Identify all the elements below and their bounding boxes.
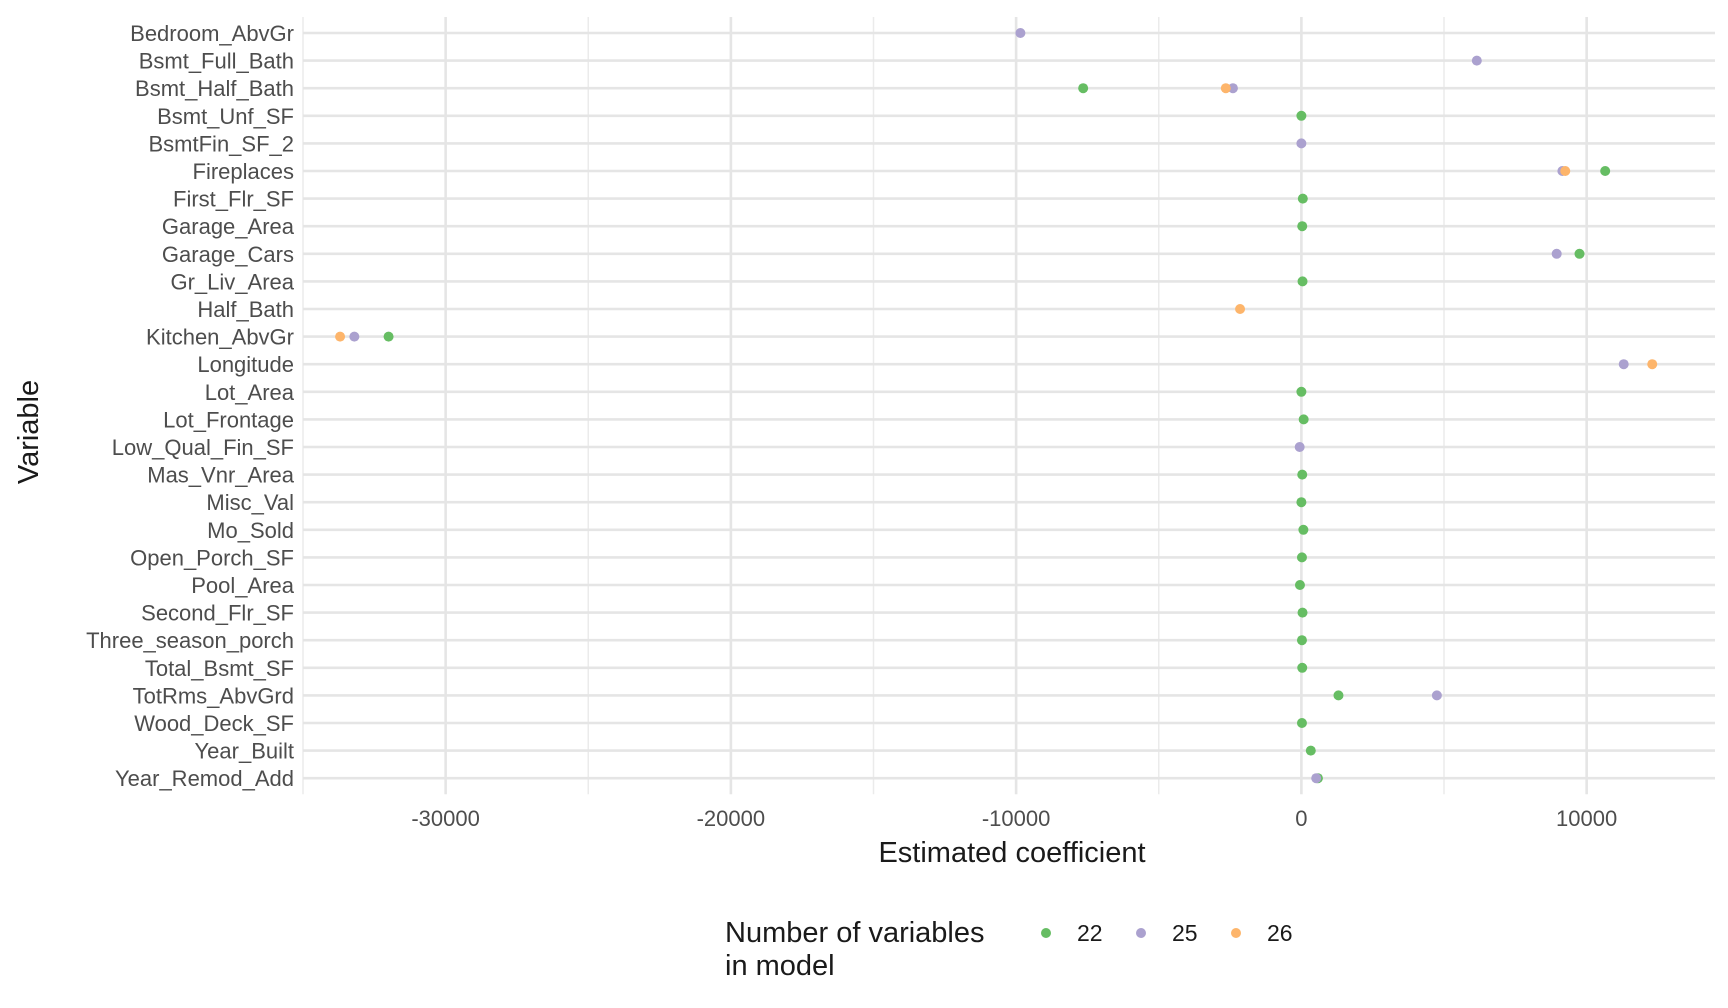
data-point-series-25	[1227, 83, 1238, 94]
data-point-series-25	[1431, 690, 1442, 701]
y-tick-label: Bsmt_Full_Bath	[139, 49, 294, 74]
legend-key-25	[1136, 928, 1146, 938]
data-point-series-26	[1560, 166, 1571, 176]
data-point-series-26	[1220, 83, 1231, 94]
y-tick-label: Garage_Cars	[162, 242, 294, 267]
data-point-series-25	[1311, 773, 1322, 784]
data-point-series-22	[1297, 276, 1308, 287]
legend-label-25: 25	[1172, 920, 1198, 946]
y-tick-label: BsmtFin_SF_2	[149, 131, 295, 156]
data-point-series-26	[1235, 304, 1246, 314]
data-point-series-22	[1333, 690, 1344, 701]
grid-lines	[302, 17, 1715, 795]
y-tick-label: Year_Built	[195, 739, 294, 764]
legend-label-22: 22	[1077, 920, 1103, 946]
data-point-series-25	[1296, 138, 1307, 149]
data-point-series-25	[349, 331, 360, 342]
y-tick-label: Kitchen_AbvGr	[146, 325, 294, 350]
y-tick-label: Bsmt_Half_Bath	[135, 76, 294, 101]
y-tick-label: Three_season_porch	[86, 628, 294, 653]
y-tick-label: Open_Porch_SF	[130, 545, 294, 570]
y-tick-label: Year_Remod_Add	[115, 766, 294, 791]
data-point-series-22	[1298, 524, 1309, 535]
y-tick-label: Bedroom_AbvGr	[130, 21, 294, 46]
y-tick-label: Lot_Area	[205, 380, 295, 405]
data-point-series-25	[1551, 248, 1562, 259]
y-tick-label: Fireplaces	[193, 159, 294, 184]
data-point-series-22	[1305, 745, 1316, 756]
data-point-series-22	[1574, 248, 1585, 259]
y-tick-label: Half_Bath	[197, 297, 294, 322]
data-point-series-22	[1296, 386, 1307, 397]
y-axis-title: Variable	[13, 380, 45, 484]
data-point-series-22	[1298, 414, 1309, 425]
y-tick-label: Longitude	[197, 352, 294, 377]
data-point-series-22	[1297, 193, 1308, 204]
data-point-series-22	[1297, 607, 1308, 618]
x-axis-title: Estimated coefficient	[878, 837, 1145, 869]
y-tick-label: Pool_Area	[191, 573, 295, 598]
data-point-series-22	[1296, 110, 1307, 121]
data-point-series-26	[1647, 359, 1658, 370]
data-point-series-25	[1015, 28, 1026, 38]
data-point-series-25	[1294, 442, 1305, 452]
y-tick-label: Total_Bsmt_SF	[145, 656, 294, 681]
data-point-series-22	[1078, 83, 1089, 94]
y-tick-label: Mo_Sold	[207, 518, 294, 543]
x-tick-label: -20000	[697, 806, 766, 831]
y-tick-label: Wood_Deck_SF	[134, 711, 294, 736]
legend-key-26	[1231, 928, 1241, 938]
data-point-series-25	[1618, 359, 1629, 370]
data-point-series-22	[1296, 718, 1307, 728]
y-tick-label: Bsmt_Unf_SF	[157, 104, 294, 129]
y-tick-label: TotRms_AbvGrd	[133, 683, 294, 708]
x-tick-label: -30000	[411, 806, 480, 831]
y-tick-label: Misc_Val	[206, 490, 294, 515]
x-axis-tick-labels: -30000 -20000 -10000 0 10000	[411, 806, 1617, 831]
legend-label-26: 26	[1267, 920, 1293, 946]
x-tick-label: -10000	[982, 806, 1051, 831]
data-point-series-22	[1296, 497, 1307, 508]
data-points	[335, 28, 1658, 784]
legend-keys: 22 25 26	[1041, 920, 1293, 946]
y-tick-label: Mas_Vnr_Area	[147, 463, 295, 488]
y-tick-label: Garage_Area	[162, 214, 295, 239]
data-point-series-26	[335, 331, 346, 342]
data-point-series-25	[1471, 55, 1482, 66]
y-tick-label: Gr_Liv_Area	[170, 269, 294, 294]
x-tick-label: 10000	[1556, 806, 1617, 831]
data-point-series-22	[1296, 635, 1307, 646]
legend-title-line-1: Number of variables	[725, 917, 985, 949]
y-tick-label: Second_Flr_SF	[141, 601, 294, 626]
x-tick-label: 0	[1295, 806, 1307, 831]
legend-title-line-2: in model	[725, 950, 835, 982]
y-tick-label: First_Flr_SF	[173, 187, 294, 212]
y-axis-tick-labels: Bedroom_AbvGr Bsmt_Full_BathBsmt_Half_Bat…	[86, 21, 295, 791]
data-point-series-22	[1294, 580, 1305, 590]
legend: Number of variables in model 22 25 26	[725, 917, 1293, 982]
data-point-series-22	[1297, 662, 1308, 673]
data-point-series-22	[1600, 166, 1611, 176]
data-point-series-22	[1297, 469, 1308, 480]
legend-key-22	[1041, 928, 1051, 938]
data-point-series-22	[1296, 552, 1307, 563]
y-tick-label: Low_Qual_Fin_SF	[112, 435, 294, 460]
data-point-series-22	[383, 331, 394, 342]
data-point-series-22	[1297, 221, 1308, 232]
y-tick-label: Lot_Frontage	[163, 407, 294, 432]
